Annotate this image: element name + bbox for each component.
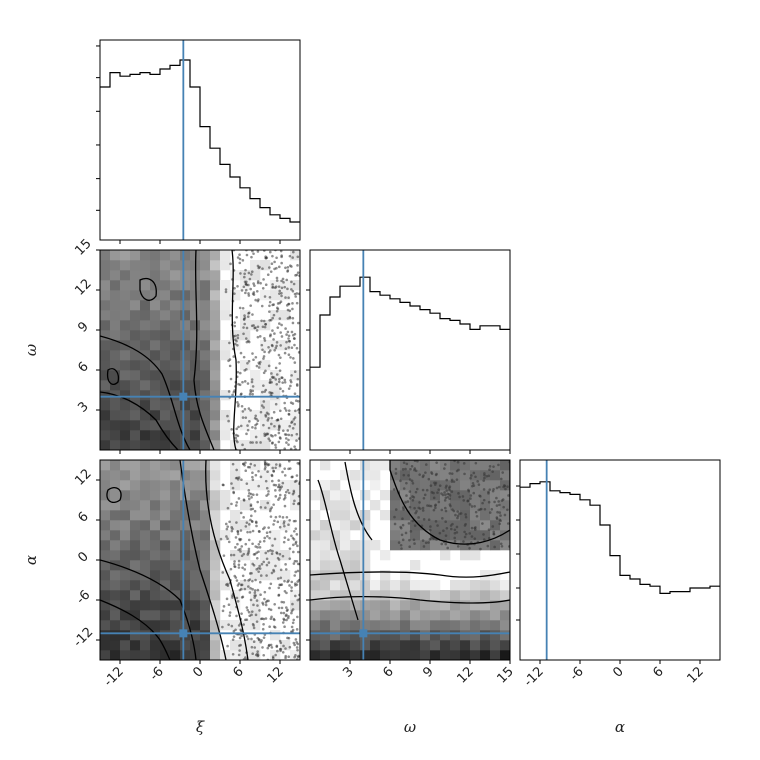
hist-xi-step — [100, 59, 300, 223]
xlabel-alpha: α — [615, 718, 625, 736]
ytick-label-omega: 9 — [75, 319, 91, 335]
ytick-label-omega: 12 — [72, 276, 94, 298]
density-xi-omega-panel — [99, 249, 301, 451]
panel-xa-contour-2 — [100, 559, 197, 660]
ytick-label-alpha: -6 — [74, 588, 94, 608]
hist-xi-panel — [99, 39, 301, 241]
hist-alpha-step — [520, 481, 720, 594]
hist-omega-frame — [309, 249, 511, 451]
xtick-label-omega: 12 — [455, 664, 477, 686]
ytick-label-omega: 15 — [72, 236, 94, 258]
density-omega-alpha-panel — [309, 459, 511, 661]
xtick-label-xi: -6 — [147, 664, 167, 684]
truth-marker-omega-alpha — [359, 629, 368, 638]
panel-oa-contour-3 — [317, 479, 359, 621]
density-xi-alpha-panel — [99, 459, 301, 661]
hist-omega-step — [310, 276, 510, 368]
panel-xo-contour-3 — [100, 391, 179, 450]
xtick-label-omega: 9 — [420, 664, 436, 680]
xtick-label-alpha: 12 — [685, 664, 707, 686]
ytick-label-alpha: 0 — [75, 549, 91, 565]
xtick-label-xi: -12 — [101, 664, 127, 690]
ylabel-omega: ω — [22, 344, 40, 356]
panel-oa-contour-1 — [310, 595, 510, 604]
panel-xo-contour-0 — [231, 250, 237, 450]
panel-xo-contour-4 — [139, 277, 157, 301]
xtick-label-alpha: -6 — [567, 664, 587, 684]
ytick-label-alpha: 6 — [75, 509, 91, 525]
xtick-label-alpha: -12 — [521, 664, 547, 690]
panel-xa-contour-4 — [106, 486, 122, 504]
hist-omega-panel — [309, 249, 511, 451]
xtick-label-xi: 6 — [230, 664, 246, 680]
xtick-label-omega: 15 — [495, 664, 517, 686]
ytick-label-alpha: -12 — [71, 625, 97, 651]
panel-xo-contour-2 — [100, 335, 191, 450]
panel-xa-contour-3 — [100, 599, 171, 660]
xlabel-xi: ξ — [196, 718, 205, 736]
xtick-label-xi: 12 — [265, 664, 287, 686]
truth-marker-xi-alpha — [179, 629, 188, 638]
ytick-label-omega: 6 — [75, 359, 91, 375]
truth-marker-xi-omega — [179, 392, 188, 401]
hist-alpha-panel — [519, 459, 721, 661]
panel-oa-contour-4 — [344, 461, 373, 541]
xtick-label-omega: 3 — [340, 664, 356, 680]
xtick-label-xi: 0 — [190, 664, 206, 680]
xtick-label-omega: 6 — [380, 664, 396, 680]
ytick-label-alpha: 12 — [72, 466, 94, 488]
panel-xo-contour-1 — [193, 250, 215, 450]
ytick-label-omega: 3 — [75, 399, 91, 415]
panel-oa-contour-2 — [389, 460, 510, 545]
panel-xo-contour-5 — [106, 368, 120, 385]
ylabel-alpha: α — [22, 555, 40, 565]
xtick-label-alpha: 6 — [650, 664, 666, 680]
xtick-label-alpha: 0 — [610, 664, 626, 680]
xlabel-omega: ω — [404, 718, 416, 736]
